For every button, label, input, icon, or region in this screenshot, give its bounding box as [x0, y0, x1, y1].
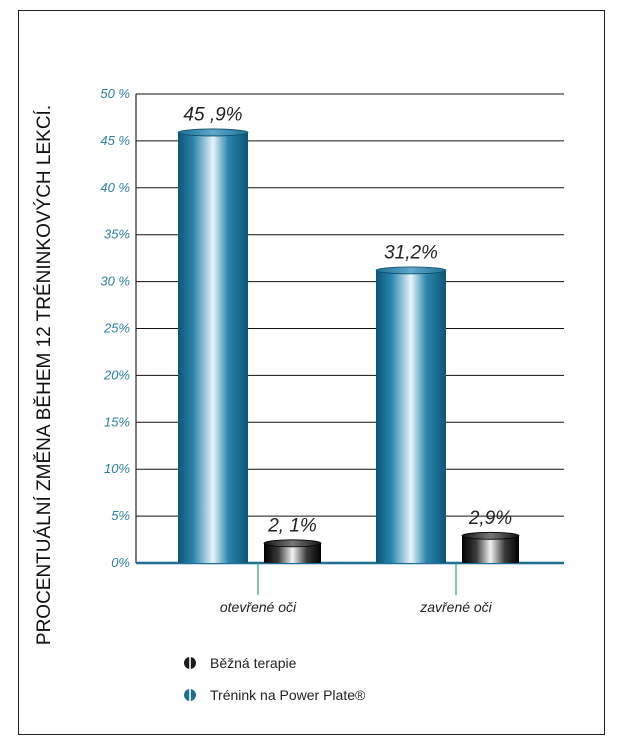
y-tick-label: 35% — [104, 227, 130, 242]
bar-power-plate — [178, 132, 248, 563]
data-labels: 45 ,9% 2, 1% 31,2% 2,9% — [183, 104, 512, 536]
chart-frame — [18, 10, 605, 735]
bars — [177, 128, 520, 563]
y-tick-labels: 0% 5% 10% 15% 20% 25% 30 % 35% 40 % 45 % 50 % — [100, 86, 130, 570]
y-tick-label: 45 % — [100, 133, 130, 148]
y-tick-label: 30 % — [100, 274, 130, 289]
legend-item: Trénink na Power Plate® — [184, 687, 366, 703]
legend-label: Trénink na Power Plate® — [210, 687, 366, 703]
data-label: 45 ,9% — [183, 104, 242, 125]
legend: Běžná terapie Trénink na Power Plate® — [184, 655, 366, 703]
y-axis-label: PROCENTUÁLNÍ ZMĚNA BĚHEM 12 TRÉNINKOVÝCH… — [33, 105, 55, 645]
bar-cap — [263, 539, 322, 548]
y-tick-label: 15% — [104, 414, 130, 429]
bar-cap — [177, 128, 249, 137]
category-labels: otevřené oči zavřené oči — [220, 563, 493, 615]
y-tick-label: 25% — [103, 321, 130, 336]
y-tick-label: 20% — [103, 367, 130, 382]
category-label: otevřené oči — [220, 599, 297, 615]
bar-power-plate — [376, 270, 446, 563]
y-tick-label: 10% — [104, 461, 130, 476]
bar-cap — [375, 266, 447, 275]
legend-item: Běžná terapie — [184, 655, 297, 671]
y-tick-label: 40 % — [100, 180, 130, 195]
legend-marker-highlight — [189, 689, 191, 701]
data-label: 31,2% — [384, 242, 438, 263]
bar-bezna-terapie — [264, 543, 321, 563]
y-tick-label: 50 % — [100, 86, 130, 101]
legend-label: Běžná terapie — [210, 655, 297, 671]
data-label: 2,9% — [468, 508, 512, 529]
bar-cap — [461, 531, 520, 540]
y-tick-label: 5% — [111, 508, 130, 523]
bar-bezna-terapie — [462, 535, 519, 563]
data-label: 2, 1% — [267, 515, 317, 536]
category-label: zavřené oči — [419, 599, 492, 615]
y-tick-label: 0% — [111, 555, 130, 570]
legend-marker-highlight — [189, 657, 191, 669]
